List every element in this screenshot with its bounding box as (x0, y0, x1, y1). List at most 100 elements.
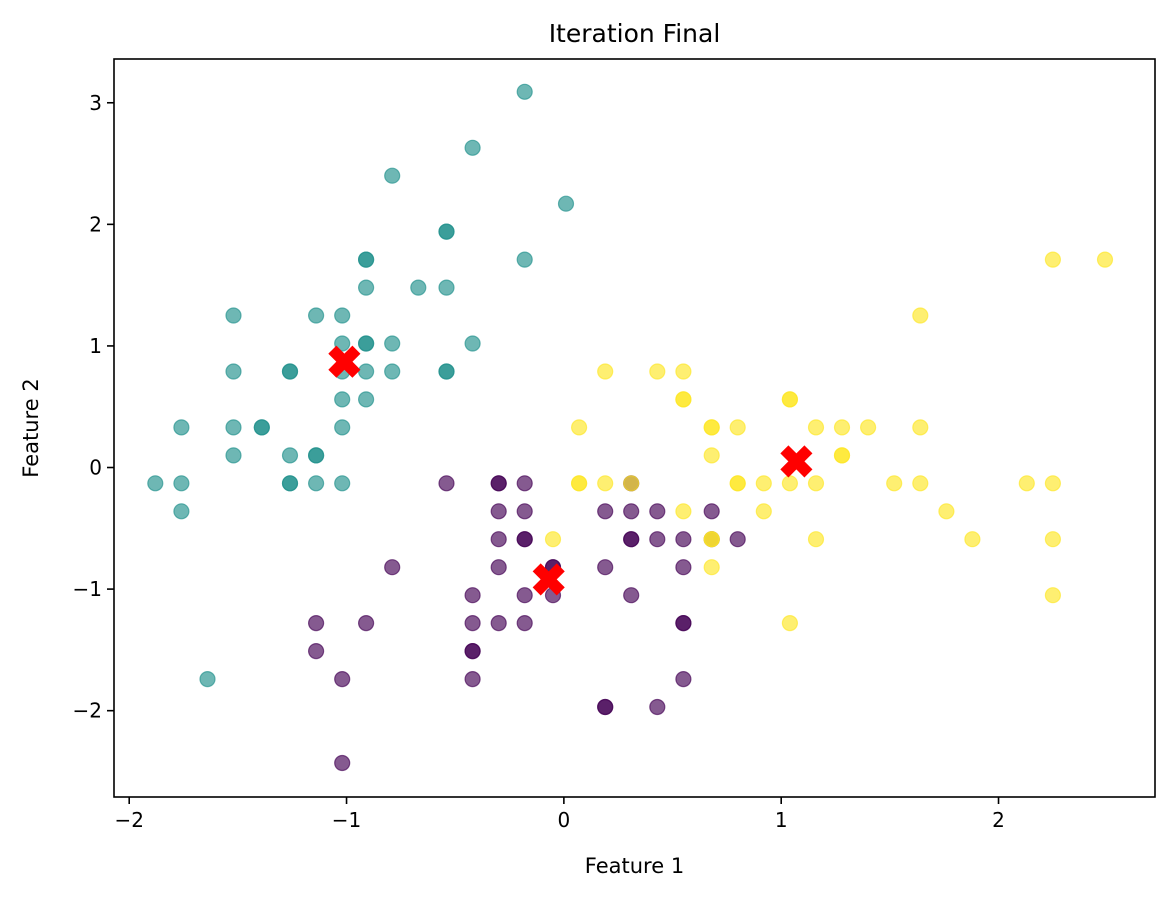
plot-area (147, 83, 1114, 772)
scatter-point (358, 335, 375, 352)
y-tick-label: −2 (73, 699, 102, 723)
scatter-point (334, 391, 351, 408)
scatter-point (649, 698, 666, 716)
scatter-point (781, 475, 799, 492)
scatter-point (516, 475, 533, 492)
scatter-point (516, 503, 533, 520)
centroid-markers (328, 345, 813, 596)
scatter-point (358, 363, 375, 380)
scatter-point (334, 335, 351, 352)
x-tick-label: 0 (558, 808, 571, 832)
scatter-point (308, 642, 325, 660)
scatter-point (308, 307, 325, 324)
scatter-point (464, 335, 481, 352)
scatter-point (649, 503, 666, 520)
y-axis-label: Feature 2 (19, 378, 43, 477)
scatter-point (544, 531, 562, 548)
scatter-point (199, 670, 216, 688)
scatter-point (490, 503, 507, 520)
axes: −2 −1 0 1 2 −2 −1 0 1 2 3 (73, 91, 1005, 832)
scatter-point (308, 475, 325, 492)
scatter-point (755, 475, 772, 492)
scatter-point (225, 419, 242, 436)
scatter-point (675, 670, 692, 688)
scatter-point (464, 139, 481, 156)
scatter-point (358, 391, 375, 408)
scatter-point (729, 419, 746, 436)
scatter-point (464, 614, 481, 632)
y-tick-label: 1 (89, 334, 102, 358)
scatter-point (755, 503, 772, 520)
scatter-series-2 (544, 251, 1114, 632)
scatter-point (781, 391, 799, 408)
scatter-point (334, 670, 351, 688)
scatter-point (623, 587, 640, 604)
scatter-point (1018, 475, 1035, 492)
scatter-point (703, 503, 720, 520)
scatter-point (464, 642, 481, 660)
scatter-point (623, 531, 640, 548)
y-tick-label: 0 (89, 456, 102, 480)
scatter-point (281, 475, 299, 492)
scatter-point (1096, 251, 1114, 268)
scatter-point (703, 559, 720, 576)
scatter-point (597, 503, 614, 520)
x-tick-label: 2 (992, 808, 1005, 832)
scatter-point (384, 167, 401, 184)
centroid-marker (328, 345, 361, 378)
scatter-point (912, 307, 929, 324)
scatter-point (225, 363, 242, 380)
scatter-point (334, 475, 351, 492)
scatter-point (807, 475, 825, 492)
scatter-point (384, 335, 401, 352)
scatter-point (886, 475, 903, 492)
y-tick-label: −1 (73, 577, 102, 601)
scatter-point (173, 475, 190, 492)
scatter-point (938, 503, 955, 520)
scatter-point (438, 363, 455, 380)
scatter-point (597, 559, 614, 576)
scatter-point (173, 419, 190, 436)
x-axis-label: Feature 1 (585, 854, 684, 878)
scatter-point (649, 531, 666, 548)
scatter-point (490, 614, 507, 632)
scatter-point (358, 279, 375, 296)
scatter-point (358, 251, 375, 268)
scatter-point (703, 447, 720, 464)
scatter-point (1044, 475, 1062, 492)
scatter-point (859, 419, 877, 436)
x-tick-label: −1 (332, 808, 361, 832)
scatter-point (675, 614, 692, 632)
scatter-point (438, 279, 455, 296)
plot-frame (113, 58, 1156, 798)
scatter-point (438, 475, 455, 492)
scatter-point (1044, 587, 1062, 604)
scatter-point (570, 475, 588, 492)
scatter-point (334, 307, 351, 324)
scatter-point (516, 251, 533, 268)
scatter-point (384, 559, 401, 576)
scatter-point (147, 475, 164, 492)
scatter-point (557, 195, 575, 212)
scatter-point (675, 559, 692, 576)
scatter-point (490, 559, 507, 576)
scatter-point (516, 83, 533, 100)
scatter-point (597, 475, 614, 492)
scatter-point (833, 447, 851, 464)
x-tick-label: −2 (114, 808, 143, 832)
scatter-point (675, 363, 692, 380)
scatter-point (516, 614, 533, 632)
scatter-point (675, 531, 692, 548)
scatter-point (912, 475, 929, 492)
scatter-point (464, 670, 481, 688)
scatter-point (729, 531, 746, 548)
scatter-point (516, 587, 533, 604)
scatter-point (833, 419, 851, 436)
scatter-series-0 (147, 83, 575, 688)
scatter-point (308, 614, 325, 632)
scatter-point (281, 447, 299, 464)
centroid-marker (780, 445, 813, 478)
